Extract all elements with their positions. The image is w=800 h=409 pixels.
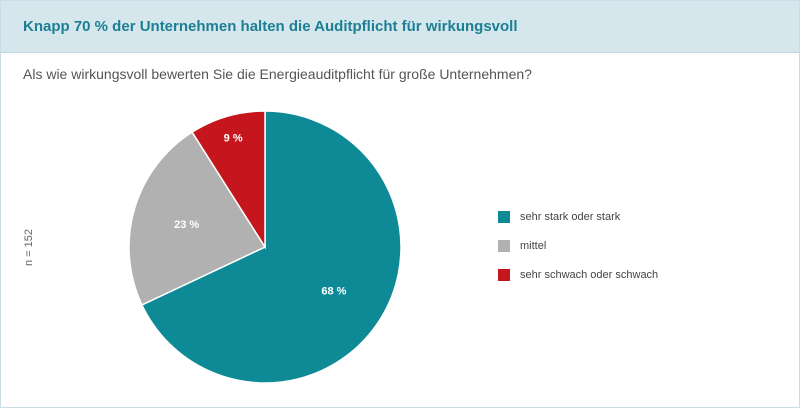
legend-swatch: [498, 269, 510, 281]
pie-slice-1: [128, 131, 267, 306]
legend-swatch: [498, 211, 510, 223]
pie-label-2: 9 %: [224, 132, 243, 144]
pie-label-1: 23 %: [174, 219, 199, 231]
legend-label: sehr stark oder stark: [520, 211, 621, 223]
pie-slice-0: [140, 110, 402, 384]
legend-label: mittel: [520, 240, 547, 252]
pie-slice-2: [191, 110, 266, 250]
legend-label: sehr schwach oder schwach: [520, 269, 659, 281]
legend-item: sehr stark oder stark: [498, 209, 658, 225]
chart-title: Knapp 70 % der Unternehmen halten die Au…: [23, 18, 518, 35]
pie-label-0: 68 %: [321, 286, 346, 298]
card-header: Knapp 70 % der Unternehmen halten die Au…: [1, 1, 799, 53]
legend-swatch: [498, 240, 510, 252]
legend-item: sehr schwach oder schwach: [498, 267, 658, 283]
legend-item: mittel: [498, 238, 658, 254]
survey-question: Als wie wirkungsvoll bewerten Sie die En…: [23, 66, 532, 82]
legend: sehr stark oder stark mittel sehr schwach …: [498, 209, 658, 296]
